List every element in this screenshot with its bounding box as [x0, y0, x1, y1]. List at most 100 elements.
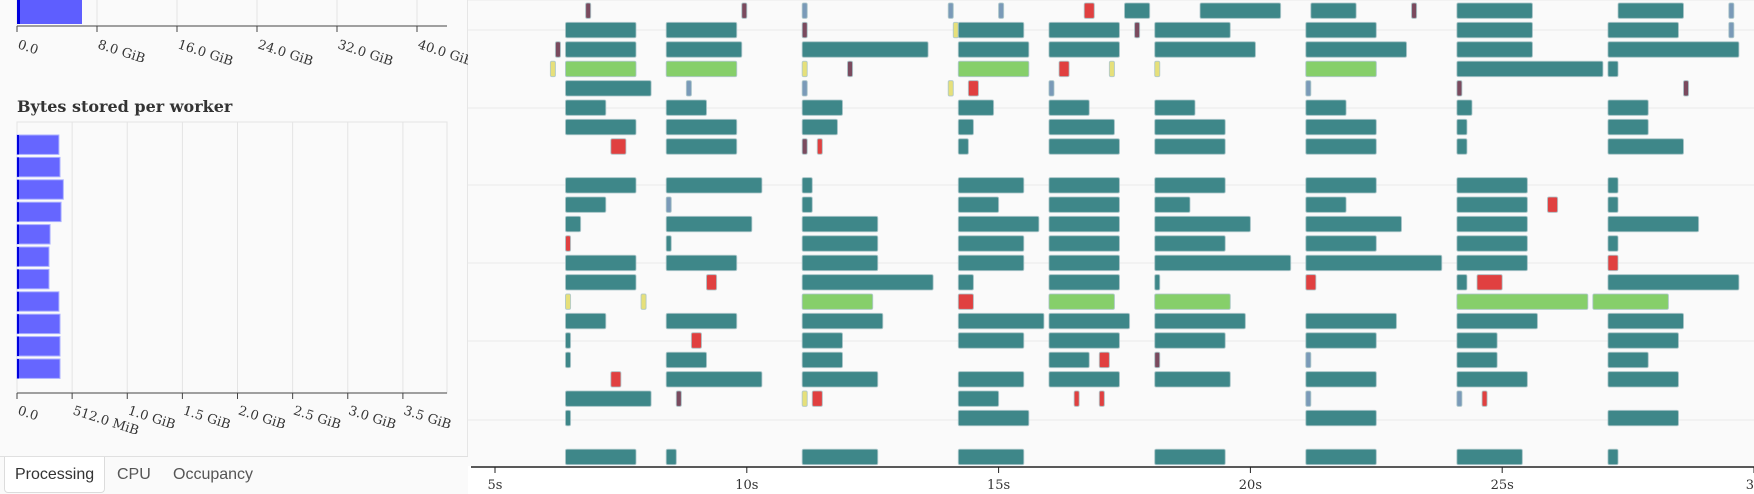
task-rect: [1456, 215, 1528, 233]
task-rect: [1607, 448, 1619, 466]
task-rect: [1607, 60, 1619, 78]
task-rect: [811, 390, 823, 407]
task-rect: [816, 138, 823, 155]
task-rect: [1305, 138, 1377, 155]
task-rect: [1607, 99, 1649, 116]
task-rect: [957, 118, 974, 136]
task-rect: [1607, 409, 1679, 427]
task-rect: [1154, 138, 1226, 155]
task-rect: [665, 60, 738, 78]
task-rect: [1607, 118, 1649, 136]
task-rect: [1607, 215, 1700, 233]
task-rect: [1048, 332, 1120, 349]
task-rect: [565, 448, 637, 466]
task-rect: [1305, 21, 1377, 39]
task-rect: [957, 274, 974, 291]
task-rect: [1456, 196, 1528, 213]
task-rect: [1154, 274, 1161, 291]
task-rect: [665, 118, 738, 136]
task-rect: [1048, 351, 1090, 369]
task-rect: [665, 215, 753, 233]
bytes-per-worker-bar: [16, 358, 61, 379]
task-stream-tick-label: 25s: [1491, 478, 1514, 493]
top-chart-tick-label: 24.0 GiB: [256, 38, 315, 70]
task-rect: [1305, 177, 1377, 194]
task-rect: [1305, 196, 1347, 213]
task-rect: [801, 293, 874, 310]
task-rect: [957, 235, 1025, 252]
bytes-per-worker-bar: [16, 134, 60, 155]
task-rect: [690, 332, 702, 349]
task-stream-tick-label: 10s: [735, 478, 758, 493]
task-rect: [1456, 138, 1468, 155]
task-rect: [957, 177, 1025, 194]
task-rect: [1154, 332, 1226, 349]
task-rect: [1048, 80, 1055, 97]
task-rect: [565, 274, 637, 291]
task-rect: [1607, 196, 1619, 213]
task-rect: [1154, 312, 1246, 330]
task-rect: [665, 235, 672, 252]
task-rect: [1592, 293, 1669, 310]
task-rect: [801, 390, 808, 407]
task-rect: [741, 2, 748, 19]
task-stream-chart: 5s 10s 15s 20s 25s 30: [468, 0, 1754, 493]
bytes-per-worker-bar: [16, 313, 61, 335]
task-rect: [1154, 448, 1226, 466]
task-rect: [1048, 99, 1090, 116]
task-rect: [1305, 215, 1402, 233]
task-rect: [1456, 80, 1463, 97]
task-rect: [565, 60, 637, 78]
task-rect: [1305, 332, 1377, 349]
tab-cpu[interactable]: CPU: [117, 466, 151, 483]
bytes-per-worker-bar-base: [17, 202, 19, 222]
task-rect: [957, 99, 995, 116]
top-chart-tick-label: 0.0: [16, 38, 40, 59]
task-rect: [565, 118, 637, 136]
task-rect: [801, 21, 808, 39]
task-rect: [1048, 138, 1120, 155]
task-rect: [801, 138, 808, 155]
task-rect: [1073, 390, 1080, 407]
task-rect: [1305, 448, 1377, 466]
task-rect: [957, 371, 1025, 388]
task-rect: [957, 254, 1025, 272]
task-rect: [957, 21, 1025, 39]
task-rect: [665, 177, 763, 194]
task-rect: [957, 215, 1040, 233]
task-rect: [1456, 177, 1528, 194]
task-rect: [1154, 371, 1231, 388]
bytes-per-worker-bar: [16, 336, 61, 357]
task-rect: [1048, 371, 1120, 388]
bytes-per-worker-bar: [16, 291, 60, 312]
task-rect: [1048, 41, 1120, 58]
bytes-per-worker-bar-base: [17, 314, 19, 334]
bytes-per-worker-bar-base: [17, 224, 19, 244]
task-rect: [1154, 118, 1226, 136]
task-rect: [665, 254, 738, 272]
bytes-per-worker-bar: [16, 268, 50, 290]
task-rect: [665, 312, 738, 330]
task-rect: [957, 138, 969, 155]
task-rect: [1617, 2, 1684, 19]
task-rect: [1607, 138, 1684, 155]
task-rect: [585, 2, 592, 19]
top-chart-tick-label: 40.0 GiB: [416, 38, 468, 70]
tab-processing[interactable]: Processing: [4, 457, 106, 493]
task-stream-tick-label: 20s: [1239, 478, 1262, 493]
bytes-per-worker-title: Bytes stored per worker: [17, 97, 233, 116]
task-rect: [565, 80, 652, 97]
task-rect: [1411, 2, 1418, 19]
task-rect: [1456, 371, 1528, 388]
task-rect: [706, 274, 718, 291]
bytes-per-worker-bar: [16, 156, 61, 178]
tab-occupancy[interactable]: Occupancy: [173, 466, 254, 483]
task-rect: [1476, 274, 1503, 291]
task-rect: [801, 99, 843, 116]
task-rect: [801, 274, 934, 291]
task-rect: [1048, 21, 1120, 39]
task-rect: [1456, 312, 1538, 330]
task-rect: [1682, 80, 1690, 97]
task-rect: [1305, 254, 1443, 272]
task-rect: [1154, 41, 1256, 58]
